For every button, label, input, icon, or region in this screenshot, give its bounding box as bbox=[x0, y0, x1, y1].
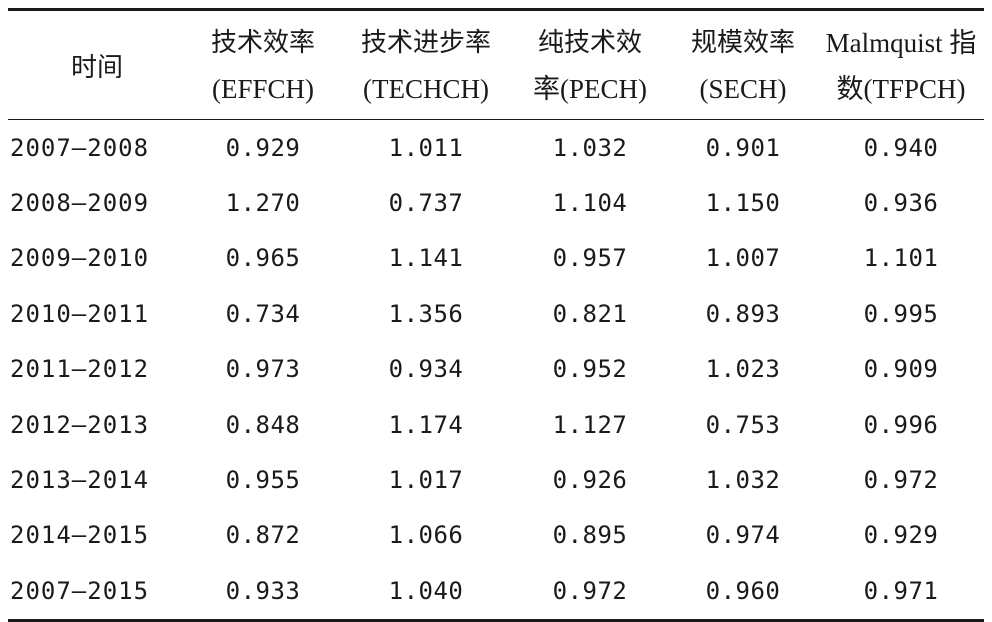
table-row: 2007—2008 0.929 1.011 1.032 0.901 0.940 bbox=[8, 120, 984, 176]
cell-tfpch: 0.972 bbox=[863, 466, 939, 495]
header-row-2: (EFFCH) (TECHCH) 率(PECH) (SECH) 数(TFPCH) bbox=[8, 66, 984, 120]
cell-period: 2010—2011 bbox=[10, 299, 150, 328]
cell-tfpch: 0.909 bbox=[863, 355, 939, 384]
header-effch-line1: 技术效率 bbox=[186, 8, 340, 66]
table-row: 2012—2013 0.848 1.174 1.127 0.753 0.996 bbox=[8, 397, 984, 452]
cell-sech: 0.901 bbox=[705, 133, 781, 162]
cell-pech: 1.032 bbox=[552, 133, 628, 162]
cell-sech: 0.960 bbox=[668, 563, 818, 622]
header-pech-line2: 率(PECH) bbox=[512, 66, 668, 120]
cell-techch: 1.174 bbox=[388, 410, 464, 439]
cell-tfpch: 0.995 bbox=[863, 299, 939, 328]
cell-sech: 1.007 bbox=[705, 244, 781, 273]
cell-period: 2013—2014 bbox=[10, 466, 150, 495]
cell-techch: 1.017 bbox=[388, 466, 464, 495]
cell-tfpch: 0.996 bbox=[863, 410, 939, 439]
header-techch-line1: 技术进步率 bbox=[340, 8, 512, 66]
header-row-1: 时间 技术效率 技术进步率 纯技术效 规模效率 Malmquist 指 bbox=[8, 8, 984, 120]
cell-period: 2012—2013 bbox=[10, 410, 150, 439]
cell-period: 2007—2008 bbox=[10, 133, 150, 162]
cell-tfpch: 0.971 bbox=[818, 563, 984, 622]
table-row: 2011—2012 0.973 0.934 0.952 1.023 0.909 bbox=[8, 342, 984, 397]
cell-period: 2011—2012 bbox=[10, 355, 150, 384]
cell-pech: 0.957 bbox=[552, 244, 628, 273]
cell-pech: 0.952 bbox=[552, 355, 628, 384]
table-row: 2008—2009 1.270 0.737 1.104 1.150 0.936 bbox=[8, 175, 984, 230]
cell-sech: 0.974 bbox=[705, 521, 781, 550]
table-row: 2013—2014 0.955 1.017 0.926 1.032 0.972 bbox=[8, 452, 984, 507]
header-effch-line2: (EFFCH) bbox=[186, 66, 340, 120]
table-row: 2007—2015 0.933 1.040 0.972 0.960 0.971 bbox=[8, 563, 984, 622]
header-sech-line1: 规模效率 bbox=[668, 8, 818, 66]
cell-sech: 0.893 bbox=[705, 299, 781, 328]
cell-tfpch: 0.936 bbox=[863, 189, 939, 218]
cell-effch: 1.270 bbox=[225, 189, 301, 218]
cell-techch: 0.934 bbox=[388, 355, 464, 384]
header-tfpch-line2: 数(TFPCH) bbox=[818, 66, 984, 120]
table-header: 时间 技术效率 技术进步率 纯技术效 规模效率 Malmquist 指 (EFF… bbox=[8, 8, 984, 120]
cell-effch: 0.933 bbox=[186, 563, 340, 622]
cell-effch: 0.955 bbox=[225, 466, 301, 495]
header-tfpch-line1: Malmquist 指 bbox=[818, 8, 984, 66]
header-time: 时间 bbox=[8, 8, 186, 120]
header-sech-line2: (SECH) bbox=[668, 66, 818, 120]
cell-techch: 1.066 bbox=[388, 521, 464, 550]
cell-period: 2008—2009 bbox=[10, 189, 150, 218]
header-pech-line1: 纯技术效 bbox=[512, 8, 668, 66]
cell-techch: 1.011 bbox=[388, 133, 464, 162]
header-techch-line2: (TECHCH) bbox=[340, 66, 512, 120]
cell-pech: 0.821 bbox=[552, 299, 628, 328]
cell-pech: 1.104 bbox=[552, 189, 628, 218]
cell-pech: 0.972 bbox=[512, 563, 668, 622]
cell-effch: 0.872 bbox=[225, 521, 301, 550]
cell-tfpch: 0.940 bbox=[863, 133, 939, 162]
cell-pech: 0.926 bbox=[552, 466, 628, 495]
cell-period: 2009—2010 bbox=[10, 244, 150, 273]
table-row: 2010—2011 0.734 1.356 0.821 0.893 0.995 bbox=[8, 286, 984, 341]
cell-sech: 0.753 bbox=[705, 410, 781, 439]
malmquist-table-container: 时间 技术效率 技术进步率 纯技术效 规模效率 Malmquist 指 (EFF… bbox=[8, 8, 984, 622]
cell-sech: 1.032 bbox=[705, 466, 781, 495]
cell-pech: 0.895 bbox=[552, 521, 628, 550]
table-body: 2007—2008 0.929 1.011 1.032 0.901 0.940 … bbox=[8, 120, 984, 622]
cell-effch: 0.929 bbox=[225, 133, 301, 162]
cell-effch: 0.848 bbox=[225, 410, 301, 439]
cell-effch: 0.734 bbox=[225, 299, 301, 328]
cell-tfpch: 1.101 bbox=[863, 244, 939, 273]
cell-techch: 1.040 bbox=[340, 563, 512, 622]
cell-effch: 0.973 bbox=[225, 355, 301, 384]
cell-period: 2007—2015 bbox=[8, 563, 186, 622]
cell-techch: 0.737 bbox=[388, 189, 464, 218]
cell-sech: 1.150 bbox=[705, 189, 781, 218]
table-row: 2009—2010 0.965 1.141 0.957 1.007 1.101 bbox=[8, 231, 984, 286]
cell-period: 2014—2015 bbox=[10, 521, 150, 550]
table-row: 2014—2015 0.872 1.066 0.895 0.974 0.929 bbox=[8, 508, 984, 563]
cell-pech: 1.127 bbox=[552, 410, 628, 439]
cell-tfpch: 0.929 bbox=[863, 521, 939, 550]
cell-techch: 1.141 bbox=[388, 244, 464, 273]
cell-techch: 1.356 bbox=[388, 299, 464, 328]
cell-sech: 1.023 bbox=[705, 355, 781, 384]
cell-effch: 0.965 bbox=[225, 244, 301, 273]
malmquist-index-table: 时间 技术效率 技术进步率 纯技术效 规模效率 Malmquist 指 (EFF… bbox=[8, 8, 984, 622]
